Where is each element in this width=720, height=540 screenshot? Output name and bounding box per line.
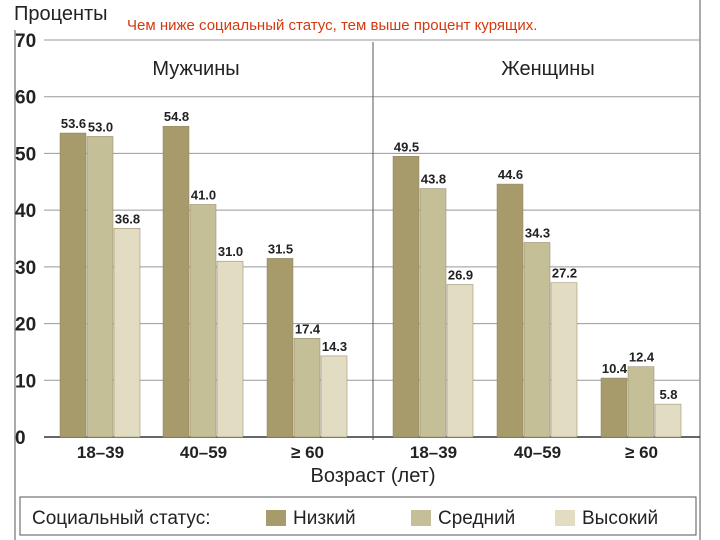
- data-label: 53.6: [61, 116, 86, 131]
- data-label: 44.6: [498, 167, 523, 182]
- data-label: 49.5: [394, 139, 419, 154]
- y-tick-label: 70: [15, 31, 36, 52]
- bar-high: [446, 284, 474, 438]
- data-label: 34.3: [525, 225, 550, 240]
- data-label: 36.8: [115, 211, 140, 226]
- legend-label-low: Низкий: [293, 508, 356, 529]
- y-tick-label: 30: [15, 258, 36, 279]
- x-category-label: 18–39: [77, 443, 124, 462]
- y-tick-label: 20: [15, 315, 36, 336]
- bar-medium: [627, 366, 655, 438]
- bar-high: [654, 403, 682, 438]
- data-label: 5.8: [659, 387, 677, 402]
- data-label: 27.2: [552, 266, 577, 281]
- legend-swatch-low: [266, 510, 286, 526]
- x-category-label: ≥ 60: [625, 443, 658, 462]
- y-tick-label: 60: [15, 88, 36, 109]
- x-category-label: 18–39: [410, 443, 457, 462]
- x-category-label: 40–59: [514, 443, 561, 462]
- x-category-label: 40–59: [180, 443, 227, 462]
- x-axis-categories: 18–39 40–59 ≥ 60 18–39 40–59 ≥ 60: [77, 443, 658, 462]
- bars: [59, 125, 682, 438]
- y-tick-label: 40: [15, 201, 36, 222]
- y-tick-label: 0: [15, 428, 26, 449]
- data-label: 43.8: [421, 172, 446, 187]
- data-label: 26.9: [448, 267, 473, 282]
- legend: Социальный статус: Низкий Средний Высоки…: [19, 496, 697, 536]
- bar-medium: [523, 242, 551, 438]
- data-label: 54.8: [164, 109, 189, 124]
- data-labels: 53.6 53.0 36.8 54.8 41.0 31.0 31.5 17.414.3 49.5…: [61, 109, 678, 402]
- data-label: 14.3: [322, 339, 347, 354]
- panel-title-men: Мужчины: [152, 58, 239, 80]
- bar-low: [59, 132, 87, 438]
- bar-medium: [419, 188, 447, 438]
- chart-title: Чем ниже социальный статус, тем выше про…: [127, 17, 537, 34]
- bar-high: [550, 282, 578, 438]
- data-label: 41.0: [191, 187, 216, 202]
- bar-medium: [293, 338, 321, 438]
- y-tick-label: 10: [15, 371, 36, 392]
- bar-low: [600, 377, 628, 438]
- gridlines: [44, 39, 700, 438]
- legend-label-medium: Средний: [438, 508, 515, 529]
- x-category-label: ≥ 60: [291, 443, 324, 462]
- bar-high: [216, 260, 244, 438]
- data-label: 17.4: [295, 321, 321, 336]
- legend-swatch-high: [555, 510, 575, 526]
- y-tick-label: 50: [15, 144, 36, 165]
- data-label: 12.4: [629, 350, 655, 365]
- bar-high: [113, 228, 141, 438]
- legend-box: [19, 496, 697, 536]
- data-label: 53.0: [88, 119, 113, 134]
- data-label: 31.0: [218, 244, 243, 259]
- bar-low: [392, 156, 420, 438]
- panel-title-women: Женщины: [501, 58, 594, 80]
- bar-low: [162, 125, 190, 438]
- legend-label-high: Высокий: [582, 508, 658, 529]
- bar-low: [266, 258, 294, 438]
- x-axis-label: Возраст (лет): [311, 465, 436, 487]
- y-axis-label: Проценты: [14, 3, 108, 25]
- bar-medium: [86, 136, 114, 438]
- bar-low: [496, 183, 524, 438]
- data-label: 10.4: [602, 361, 628, 376]
- legend-swatch-medium: [411, 510, 431, 526]
- legend-title: Социальный статус:: [32, 508, 211, 529]
- data-label: 31.5: [268, 241, 293, 256]
- y-axis-ticks: 0 10 20 30 40 50 60 70: [15, 31, 36, 449]
- bar-medium: [189, 204, 217, 438]
- bar-high: [320, 355, 348, 438]
